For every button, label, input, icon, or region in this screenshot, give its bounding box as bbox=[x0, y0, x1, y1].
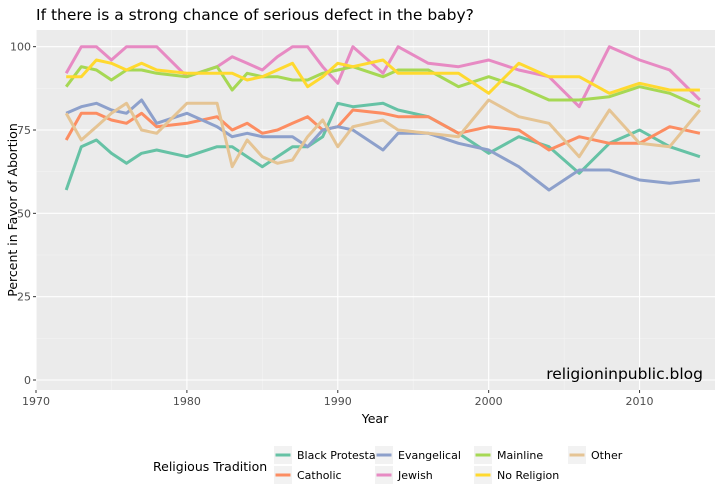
y-axis: 0 25 50 75 100 bbox=[10, 41, 36, 387]
grid-major bbox=[35, 30, 715, 390]
y-tick-label: 25 bbox=[17, 291, 31, 304]
series-line-catholic bbox=[64, 108, 701, 152]
series-line-jewish bbox=[64, 45, 701, 109]
x-tick-label: 2010 bbox=[626, 395, 654, 408]
series-lines bbox=[64, 45, 702, 192]
legend-label-other: Other bbox=[591, 449, 623, 462]
series-line-other bbox=[64, 98, 702, 169]
y-tick-label: 50 bbox=[17, 207, 31, 220]
legend-label-mainline: Mainline bbox=[497, 449, 543, 462]
series-line-evangelical bbox=[65, 98, 701, 192]
x-axis: 1970 1980 1990 2000 2010 bbox=[22, 390, 654, 408]
x-tick-label: 1980 bbox=[173, 395, 201, 408]
x-tick-label: 1990 bbox=[324, 395, 352, 408]
legend-label-no-religion: No Religion bbox=[497, 469, 559, 482]
series-line-no-religion bbox=[66, 58, 700, 95]
legend-label-black-protestant: Black Protestant bbox=[297, 449, 388, 462]
legend-label-jewish: Jewish bbox=[397, 469, 433, 482]
y-tick-label: 0 bbox=[24, 374, 31, 387]
legend-title: Religious Tradition bbox=[153, 459, 267, 474]
chart-title: If there is a strong chance of serious d… bbox=[36, 6, 474, 24]
x-tick-label: 1970 bbox=[22, 395, 50, 408]
grid-minor bbox=[36, 30, 715, 390]
series-line-mainline bbox=[65, 65, 701, 109]
legend: Religious Tradition Black Protestant Cath… bbox=[153, 446, 623, 484]
y-tick-label: 100 bbox=[10, 41, 31, 54]
series-line-black-protestant bbox=[64, 101, 701, 191]
x-axis-title: Year bbox=[361, 411, 389, 426]
y-axis-title: Percent in Favor of Abortion bbox=[5, 123, 20, 296]
x-tick-label: 2000 bbox=[475, 395, 503, 408]
legend-label-catholic: Catholic bbox=[297, 469, 342, 482]
plot-panel bbox=[36, 30, 715, 390]
legend-label-evangelical: Evangelical bbox=[398, 449, 461, 462]
watermark: religioninpublic.blog bbox=[546, 365, 703, 383]
y-tick-label: 75 bbox=[17, 124, 31, 137]
